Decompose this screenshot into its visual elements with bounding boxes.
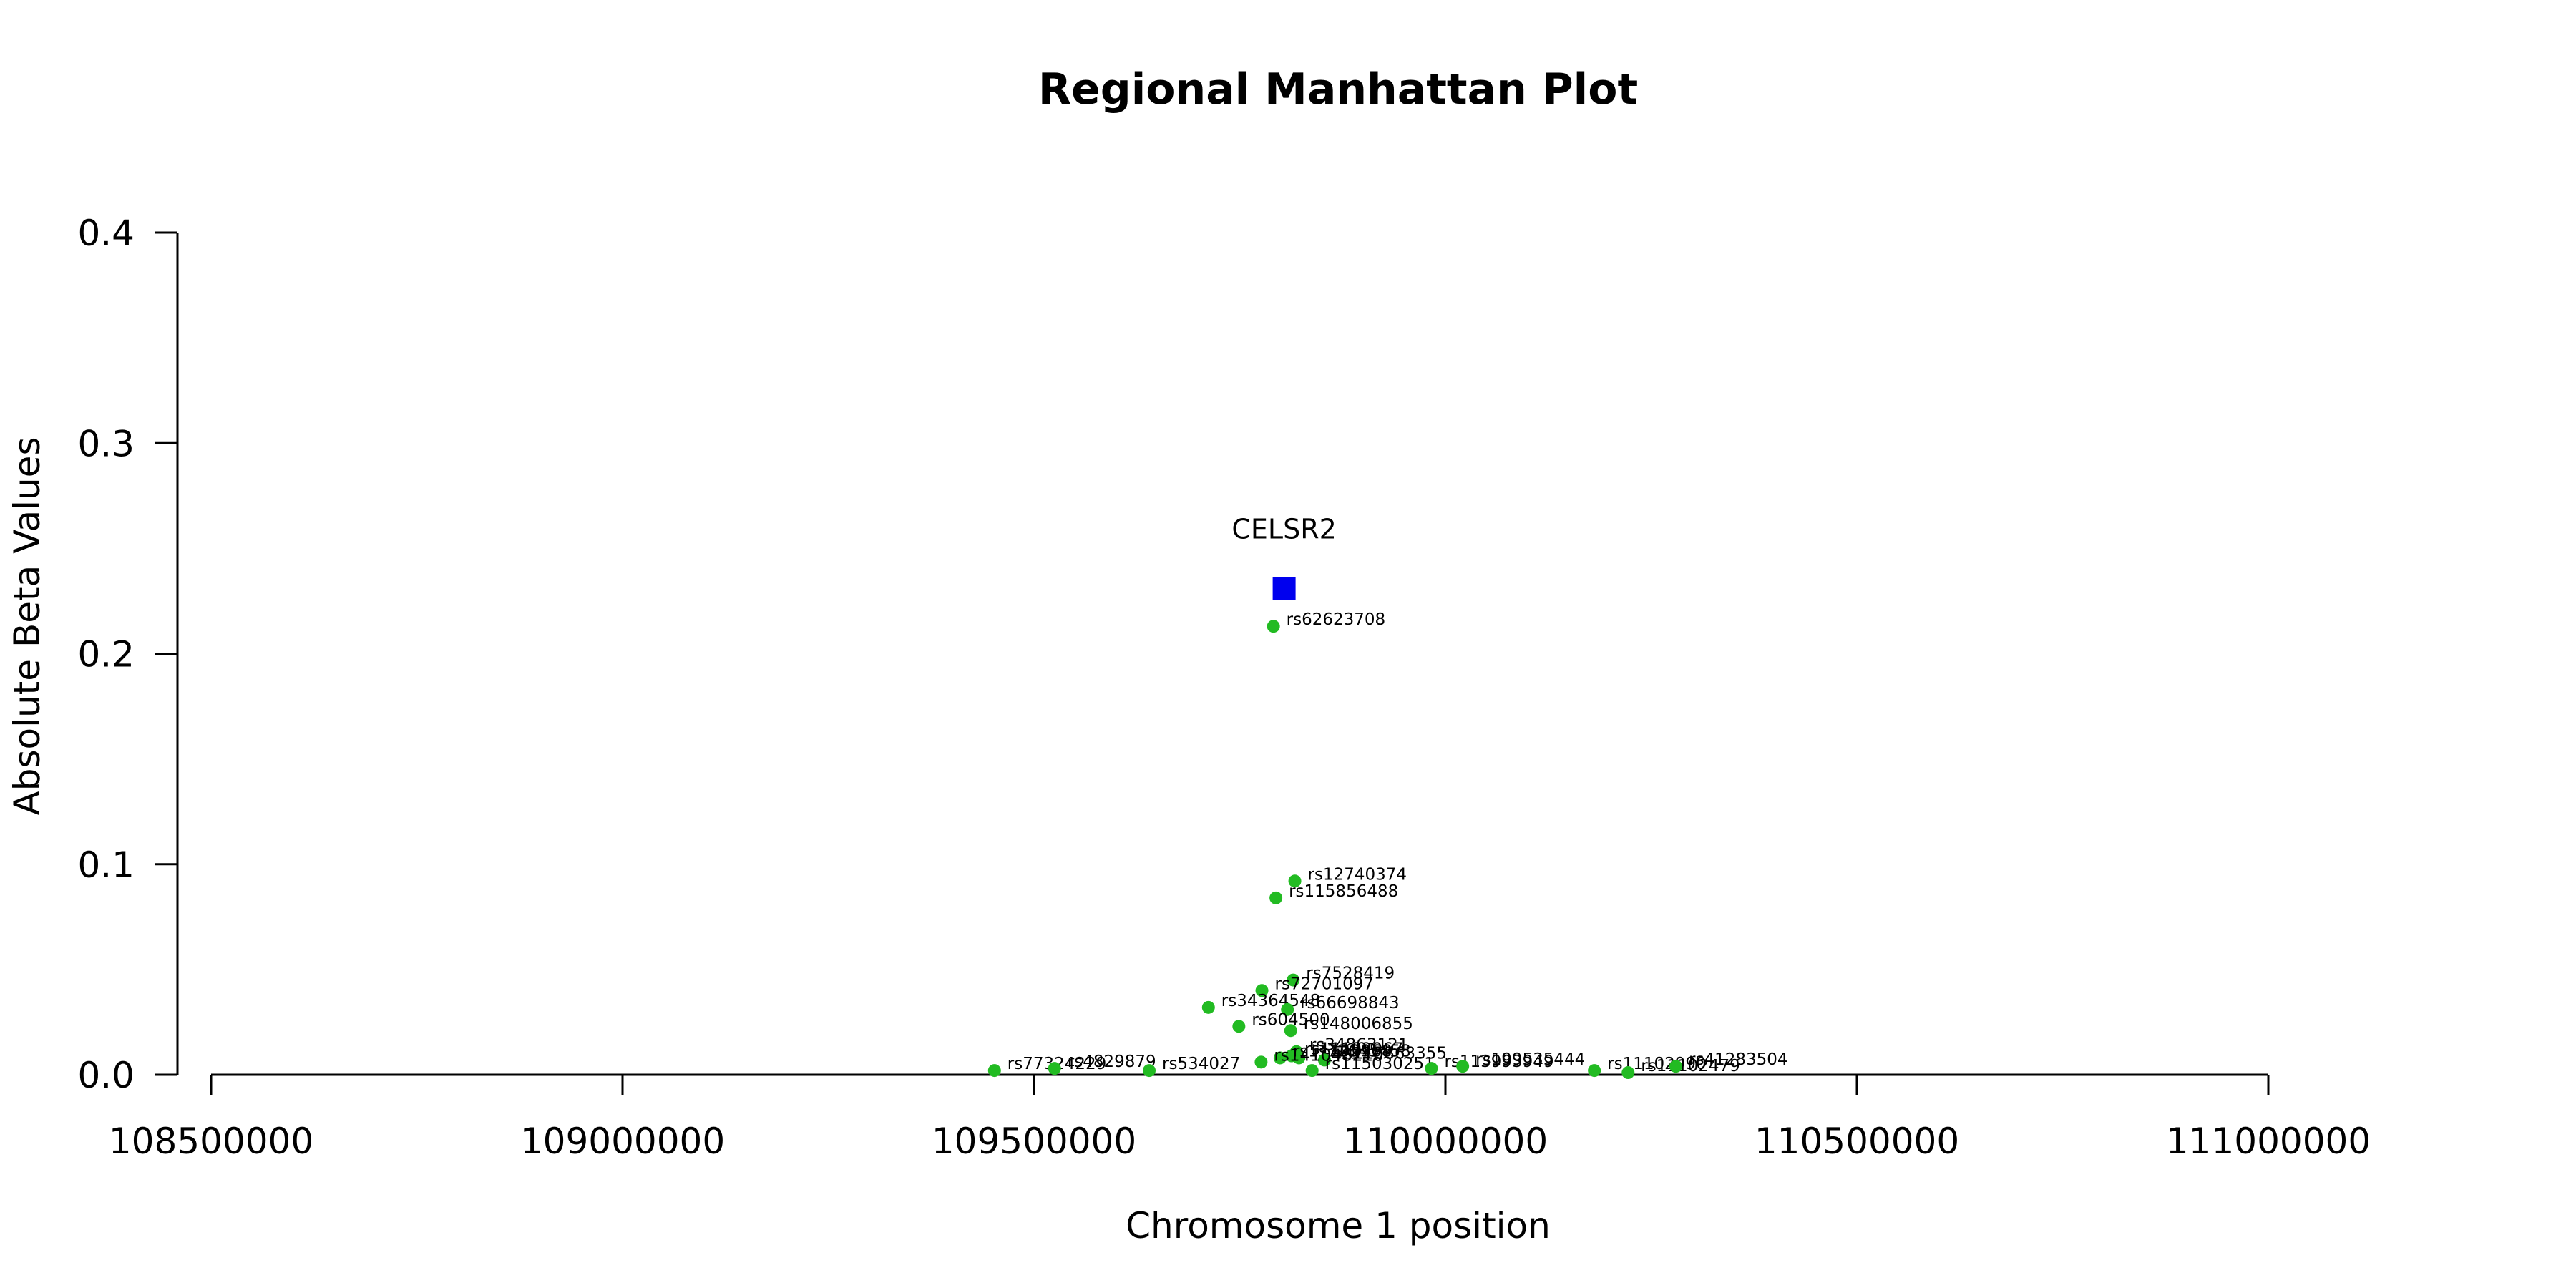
y-tick-label: 0.3 [77, 423, 135, 464]
snp-label: rs11102479 [1641, 1057, 1740, 1075]
snp-point [1305, 1064, 1319, 1078]
snp-point [1456, 1060, 1470, 1073]
x-tick-label: 111000000 [2166, 1121, 2371, 1162]
snp-label: rs4829879 [1068, 1053, 1156, 1071]
snp-point [1267, 620, 1280, 633]
snp-point [1669, 1060, 1682, 1073]
plot-area: 108500000 109000000 109500000 110000000 1105… [77, 213, 2371, 1162]
snp-point [1232, 1020, 1246, 1033]
x-tick-label: 110000000 [1343, 1121, 1548, 1162]
y-tick-label: 0.1 [77, 844, 135, 886]
snp-point [1281, 1002, 1294, 1016]
snp-point [1273, 1051, 1287, 1065]
snp-point [1287, 973, 1300, 987]
snp-point [1255, 984, 1269, 997]
x-axis-label: Chromosome 1 position [1126, 1205, 1551, 1246]
snp-point [1288, 874, 1302, 888]
snp-label: rs534027 [1162, 1055, 1240, 1073]
snp-point [1292, 1051, 1306, 1065]
x-tick-label: 108500000 [109, 1121, 313, 1162]
chart-title: Regional Manhattan Plot [1038, 64, 1638, 114]
gene-marker [1272, 577, 1296, 600]
snp-point [1269, 891, 1283, 904]
snp-label: rs148006855 [1304, 1015, 1413, 1033]
snp-point [1254, 1055, 1268, 1069]
snp-label: rs115856488 [1289, 882, 1398, 901]
x-tick-label: 109000000 [520, 1121, 725, 1162]
snp-point [1588, 1064, 1601, 1078]
snp-point [1201, 1000, 1215, 1014]
snp-label: rs141048210 [1274, 1046, 1383, 1065]
snp-point [1425, 1062, 1438, 1075]
snp-point [1317, 1053, 1331, 1067]
snp-label: rs11102968 [1293, 1042, 1392, 1060]
gene-label: CELSR2 [1231, 513, 1336, 545]
y-tick-label: 0.0 [77, 1055, 135, 1096]
x-tick-label: 110500000 [1755, 1121, 1959, 1162]
snp-label: rs41283504 [1689, 1050, 1788, 1069]
snp-label: rs34364548 [1221, 992, 1321, 1010]
snp-point [1284, 1024, 1297, 1038]
snp-label: rs12740374 [1308, 865, 1407, 884]
y-tick-label: 0.4 [77, 213, 135, 254]
snp-point [1048, 1062, 1061, 1075]
y-axis-label: Absolute Beta Values [6, 437, 48, 816]
snp-label: rs115030251 [1325, 1055, 1435, 1073]
snp-label: rs199535444 [1475, 1050, 1585, 1069]
snp-point [1621, 1066, 1635, 1080]
snp-label: rs72701097 [1275, 975, 1375, 993]
x-tick-label: 109500000 [932, 1121, 1136, 1162]
snp-label: rs7528419 [1306, 965, 1395, 983]
snp-point [987, 1064, 1001, 1078]
y-tick-label: 0.2 [77, 634, 135, 675]
snp-label: rs66698843 [1300, 994, 1400, 1013]
snp-label: rs34863121 [1309, 1036, 1409, 1055]
snp-point [1143, 1064, 1156, 1078]
snp-label: rs62623708 [1287, 610, 1386, 629]
snp-label: rs115863355 [1337, 1044, 1447, 1063]
